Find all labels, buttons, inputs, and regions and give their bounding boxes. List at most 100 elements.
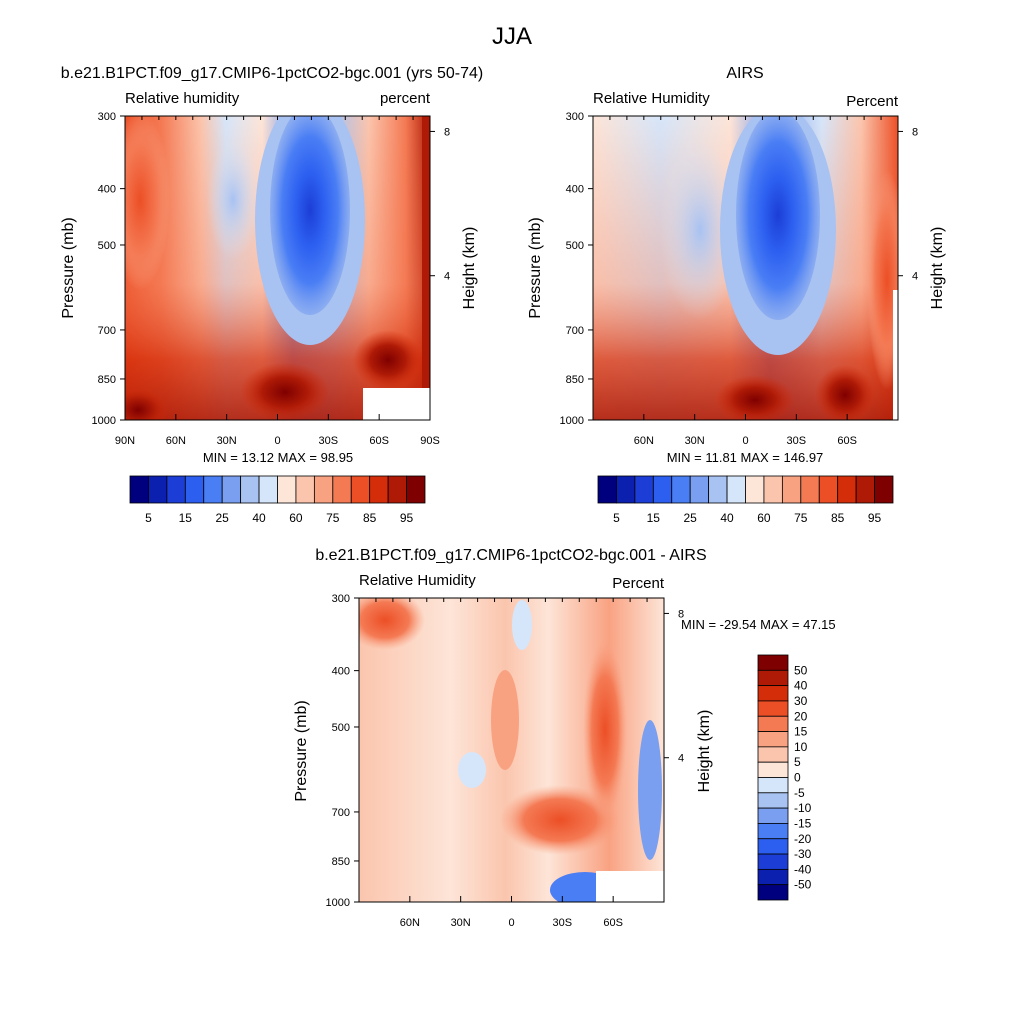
y-tick-label: 500 <box>98 240 116 252</box>
y2-axis-label: Height (km) <box>461 227 478 310</box>
y2-tick-label: 4 <box>912 271 918 283</box>
y-tick-label: 850 <box>98 374 116 386</box>
panel-difference: b.e21.B1PCT.f09_g17.CMIP6-1pctCO2-bgc.00… <box>293 547 836 929</box>
y2-tick-label: 4 <box>678 753 684 765</box>
colorbar-swatch <box>313 475 334 504</box>
y-tick-label: 700 <box>566 325 584 337</box>
y-tick-label: 700 <box>332 807 350 819</box>
y2-axis-label: Height (km) <box>929 227 946 310</box>
x-tick-label: 60N <box>634 435 654 447</box>
x-tick-label: 60S <box>603 917 623 929</box>
x-tick-label: 60N <box>166 435 186 447</box>
colorbar-label: 40 <box>252 511 266 525</box>
colorbar-swatch <box>671 475 691 504</box>
colorbar-label: 50 <box>794 663 808 677</box>
right-string: percent <box>380 90 431 107</box>
colorbar-swatch <box>874 475 894 504</box>
y-tick-label: 850 <box>566 374 584 386</box>
colorbar-swatch <box>757 669 789 687</box>
x-tick-label: 0 <box>742 435 748 447</box>
colorbar-swatch <box>781 475 802 504</box>
y-axis: 300 400 500 700 850 1000 8 4 <box>326 593 685 909</box>
y-tick-label: 1000 <box>326 897 350 909</box>
colorbar-label: 5 <box>794 755 801 769</box>
colorbar-swatch <box>221 475 242 504</box>
colorbar-swatch <box>203 475 223 504</box>
colorbar: 5 15 25 40 60 75 85 95 <box>129 475 426 525</box>
colorbar-swatch <box>258 475 278 504</box>
page-title: JJA <box>492 23 532 50</box>
y2-tick-label: 8 <box>678 608 684 620</box>
x-axis: 90N 60N 30N 0 30S 60S 90S <box>115 116 440 447</box>
colorbar-swatch <box>387 475 407 504</box>
y-tick-label: 300 <box>98 111 116 123</box>
y-tick-label: 850 <box>332 856 350 868</box>
x-tick-label: 30S <box>553 917 573 929</box>
colorbar-label: 15 <box>179 511 193 525</box>
y2-axis-label: Height (km) <box>696 710 713 793</box>
colorbar-label: 15 <box>794 725 808 739</box>
y-axis-label: Pressure (mb) <box>527 217 544 318</box>
x-tick-label: 60S <box>837 435 857 447</box>
colorbar-swatch <box>166 475 186 504</box>
colorbar-label: 85 <box>363 511 377 525</box>
colorbar-label: 75 <box>326 511 340 525</box>
colorbar-swatch <box>757 884 789 901</box>
colorbar-swatch <box>757 746 789 763</box>
colorbar-label: 10 <box>794 740 808 754</box>
y-tick-label: 1000 <box>92 415 116 427</box>
min-max-stats: MIN = 11.81 MAX = 146.97 <box>667 450 824 465</box>
colorbar-label: -5 <box>794 786 805 800</box>
contour-field <box>359 598 664 902</box>
colorbar-label: 25 <box>216 511 230 525</box>
colorbar-swatch <box>800 475 820 504</box>
colorbar-swatch <box>277 475 297 504</box>
colorbar-swatch <box>757 868 789 886</box>
x-tick-label: 30N <box>217 435 237 447</box>
y2-tick-label: 4 <box>444 271 450 283</box>
panel-model: b.e21.B1PCT.f09_g17.CMIP6-1pctCO2-bgc.00… <box>60 65 483 525</box>
left-string: Relative Humidity <box>593 90 710 107</box>
colorbar-swatch <box>652 475 673 504</box>
min-max-stats: MIN = -29.54 MAX = 47.15 <box>681 617 836 632</box>
y-tick-label: 700 <box>98 325 116 337</box>
colorbar-swatch <box>616 475 636 504</box>
colorbar-swatch <box>818 475 839 504</box>
panel-title: AIRS <box>726 65 763 82</box>
min-max-stats: MIN = 13.12 MAX = 98.95 <box>203 450 353 465</box>
colorbar-swatch <box>369 475 389 504</box>
x-tick-label: 30N <box>451 917 471 929</box>
x-tick-label: 30S <box>787 435 807 447</box>
y-tick-label: 400 <box>332 666 350 678</box>
colorbar-label: 40 <box>794 679 808 693</box>
panel-title: b.e21.B1PCT.f09_g17.CMIP6-1pctCO2-bgc.00… <box>61 65 483 82</box>
colorbar-swatch <box>757 807 789 824</box>
colorbar-label: -40 <box>794 862 812 876</box>
colorbar-swatch <box>129 475 149 504</box>
y-tick-label: 400 <box>566 184 584 196</box>
colorbar-label: 5 <box>613 511 620 525</box>
y-axis-label: Pressure (mb) <box>293 700 310 801</box>
colorbar-swatch <box>295 475 315 504</box>
y-axis: 300 400 500 700 850 1000 8 4 <box>92 111 451 427</box>
colorbar-label: 30 <box>794 694 808 708</box>
x-axis: 60N 30N 0 30S 60S <box>592 116 899 447</box>
y-tick-label: 500 <box>332 722 350 734</box>
x-tick-label: 60N <box>400 917 420 929</box>
panel-airs: AIRS Relative Humidity Percent 300400500… <box>527 65 946 525</box>
colorbar-swatch <box>837 475 857 504</box>
colorbar-swatch <box>148 475 168 504</box>
colorbar-label: 5 <box>145 511 152 525</box>
contour-field <box>125 116 430 420</box>
y-tick-label: 300 <box>332 593 350 605</box>
colorbar-label: 0 <box>794 771 801 785</box>
colorbar-label: 40 <box>720 511 734 525</box>
colorbar-swatch <box>757 685 789 702</box>
colorbar-label: 85 <box>831 511 845 525</box>
colorbar-swatch <box>757 838 789 855</box>
colorbar-swatch <box>689 475 710 504</box>
colorbar-label: 15 <box>647 511 661 525</box>
colorbar-swatch <box>745 475 765 504</box>
colorbar-swatch <box>757 731 789 748</box>
